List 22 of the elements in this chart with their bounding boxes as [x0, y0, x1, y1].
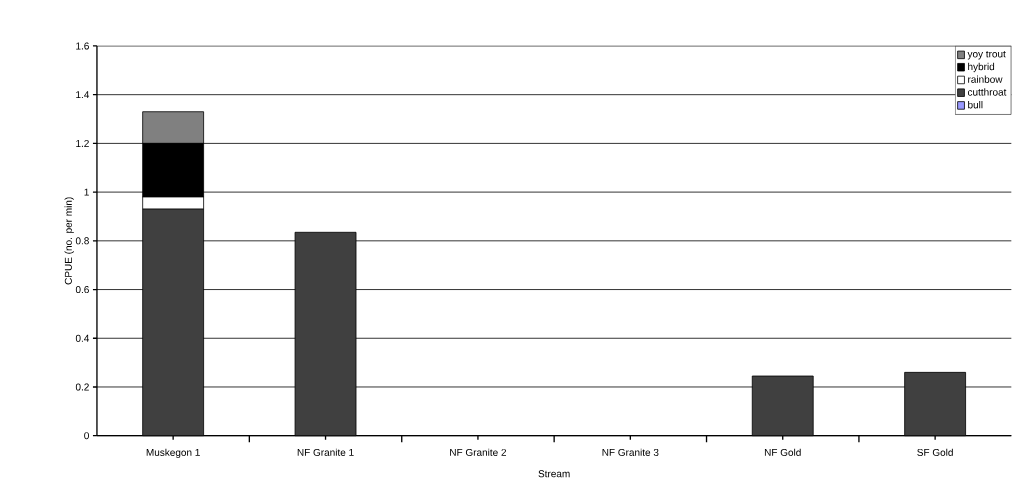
- legend-label: bull: [968, 101, 983, 109]
- legend-label: hybrid: [968, 63, 995, 73]
- legend-label: yoy trout: [967, 51, 1006, 60]
- x-axis-title: Stream: [538, 470, 570, 478]
- y-tick-label: 0.2: [75, 383, 89, 391]
- y-axis-title: CPUE (no. per min): [64, 197, 74, 285]
- y-tick-label: 0.6: [75, 286, 89, 294]
- y-tick-label: 1.2: [76, 140, 89, 148]
- y-tick-label: 0.8: [75, 237, 89, 245]
- x-tick-label: NF Granite 2: [450, 448, 507, 457]
- x-tick-label: SF Gold: [917, 448, 953, 457]
- y-tick-label: 1: [84, 188, 89, 196]
- x-tick-label: Muskegon 1: [146, 448, 200, 459]
- x-tick-label: NF Granite 1: [297, 448, 354, 457]
- legend-label: rainbow: [968, 75, 1003, 84]
- x-tick-label: NF Granite 3: [602, 448, 659, 457]
- legend-label: cutthroat: [967, 88, 1007, 96]
- y-tick-label: 1.4: [76, 91, 90, 99]
- x-tick-label: NF Gold: [764, 448, 801, 457]
- y-tick-label: 1.6: [76, 42, 89, 50]
- y-tick-label: 0: [84, 432, 89, 440]
- y-tick-label: 0.4: [75, 334, 90, 342]
